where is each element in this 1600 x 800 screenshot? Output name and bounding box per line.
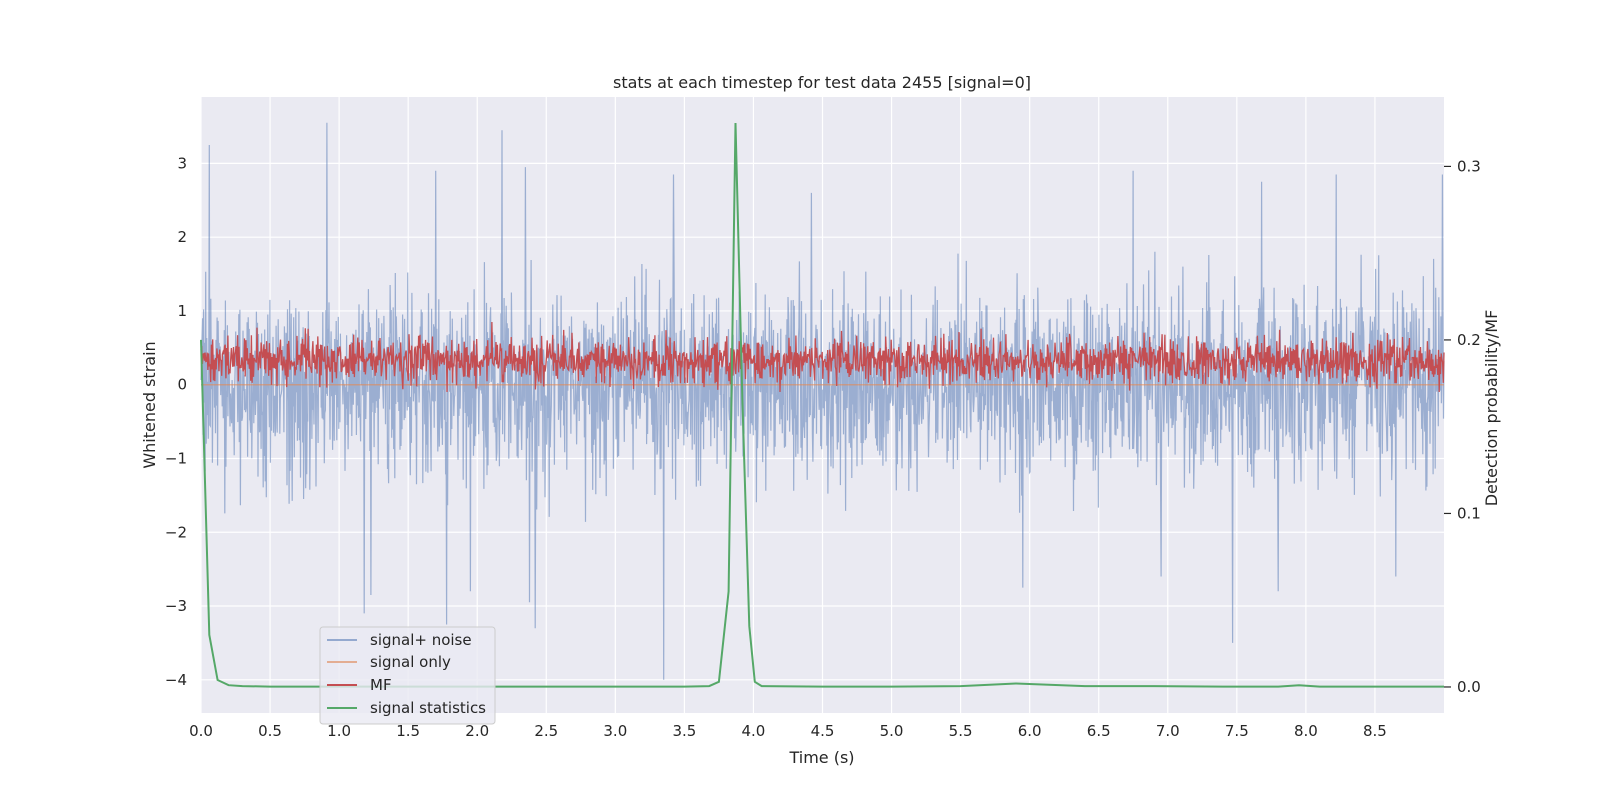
y-tick-label: −4: [165, 671, 187, 689]
y2-axis-label: Detection probability/MF: [1482, 310, 1501, 507]
legend-label-signal-statistics: signal statistics: [370, 699, 486, 717]
y-axis-ticks: −4 −3 −2 −1 0 1 2 3: [165, 154, 187, 688]
x-tick-label: 1.0: [327, 722, 351, 740]
legend-label-mf: MF: [370, 676, 392, 694]
y-tick-label: 0: [177, 376, 187, 394]
y-tick-label: 2: [177, 228, 187, 246]
line-mf: [200, 321, 1445, 393]
x-tick-label: 8.5: [1363, 722, 1387, 740]
y2-axis-ticks: 0.0 0.1 0.2 0.3: [1444, 157, 1481, 696]
x-tick-label: 3.0: [603, 722, 627, 740]
y2-tick-label: 0.3: [1457, 157, 1481, 175]
legend-box: [319, 626, 496, 725]
x-tick-label: 5.0: [880, 722, 904, 740]
y-tick-label: −3: [165, 597, 187, 615]
x-tick-label: 5.5: [949, 722, 973, 740]
x-axis-ticks: 0.0 0.5 1.0 1.5 2.0 2.5 3.0 3.5 4.0 4.5 5.0 5.5 6.0 6…: [189, 722, 1387, 740]
legend-label-signal-noise: signal+ noise: [370, 631, 472, 649]
x-tick-label: 6.0: [1018, 722, 1042, 740]
legend-label-signal-only: signal only: [370, 653, 451, 671]
y-tick-label: 1: [177, 302, 187, 320]
x-tick-label: 0.0: [189, 722, 213, 740]
y-tick-label: −1: [165, 449, 187, 467]
y2-tick-label: 0.2: [1457, 331, 1481, 349]
y-axis-label: Whitened strain: [140, 341, 159, 468]
y2-tick-label: 0.1: [1457, 504, 1481, 522]
x-tick-label: 4.5: [811, 722, 835, 740]
x-tick-label: 1.5: [396, 722, 420, 740]
y-tick-label: 3: [177, 154, 187, 172]
x-tick-label: 8.0: [1294, 722, 1318, 740]
x-axis-label: Time (s): [788, 748, 854, 767]
x-tick-label: 2.5: [534, 722, 558, 740]
chart-title: stats at each timestep for test data 245…: [613, 73, 1031, 92]
x-tick-label: 7.0: [1156, 722, 1180, 740]
x-tick-label: 3.5: [672, 722, 696, 740]
series-mf: [200, 321, 1445, 393]
legend: signal+ noise signal only MF signal stat…: [319, 626, 496, 725]
x-tick-label: 7.5: [1225, 722, 1249, 740]
x-tick-label: 4.0: [742, 722, 766, 740]
line-signal-statistics: [200, 122, 1444, 688]
x-tick-label: 2.0: [465, 722, 489, 740]
y-tick-label: −2: [165, 523, 187, 541]
x-tick-label: 0.5: [258, 722, 282, 740]
series-signal-statistics: [200, 122, 1444, 688]
y2-tick-label: 0.0: [1457, 678, 1481, 696]
x-tick-label: 6.5: [1087, 722, 1111, 740]
